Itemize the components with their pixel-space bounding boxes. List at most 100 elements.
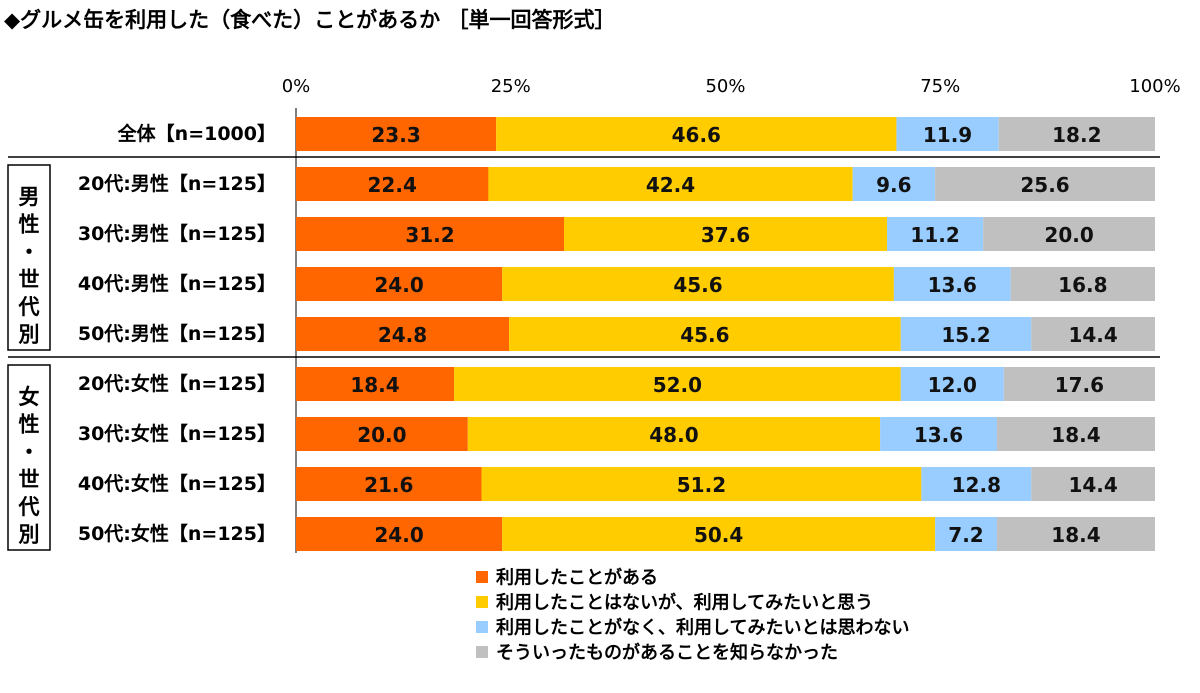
- category-label: 40代:女性【n=125】: [78, 472, 276, 495]
- group-box: [7, 164, 51, 351]
- x-tick-label: 75%: [920, 76, 960, 97]
- bar-segment: [1031, 317, 1155, 351]
- bar-segment: [502, 267, 894, 301]
- data-label: 13.6: [928, 273, 977, 297]
- group-label-char: 世: [19, 267, 40, 291]
- bar-segment: [983, 217, 1155, 251]
- bar-segment: [296, 167, 489, 201]
- data-label: 21.6: [364, 473, 413, 497]
- data-label: 14.4: [1068, 323, 1117, 347]
- data-label: 14.4: [1068, 473, 1117, 497]
- bar-segment: [1031, 467, 1155, 501]
- data-label: 50.4: [694, 523, 743, 547]
- data-label: 24.0: [374, 523, 423, 547]
- group-label-char: 代: [18, 295, 40, 319]
- data-label: 12.0: [928, 373, 977, 397]
- bar-segment: [502, 517, 936, 551]
- data-label: 25.6: [1020, 173, 1069, 197]
- x-tick-label: 25%: [491, 76, 531, 97]
- bar-segment: [296, 117, 497, 151]
- data-label: 18.4: [1051, 523, 1100, 547]
- category-label: 50代:女性【n=125】: [78, 522, 276, 545]
- bar-segment: [996, 517, 1155, 551]
- data-label: 17.6: [1055, 373, 1104, 397]
- bar-segment: [935, 517, 997, 551]
- category-label: 20代:女性【n=125】: [78, 372, 276, 395]
- data-label: 31.2: [405, 223, 454, 247]
- legend-label: そういったものがあることを知らなかった: [496, 642, 838, 664]
- data-label: 48.0: [649, 423, 698, 447]
- group-label-char: 性: [19, 212, 40, 236]
- data-label: 42.4: [646, 173, 695, 197]
- bar-segment: [296, 317, 510, 351]
- bar-segment: [296, 517, 503, 551]
- bar-segment: [900, 367, 1004, 401]
- bar-segment: [296, 367, 455, 401]
- data-label: 20.0: [357, 423, 406, 447]
- x-tick-label: 50%: [705, 76, 745, 97]
- data-label: 11.9: [923, 123, 972, 147]
- group-label-char: 世: [19, 467, 40, 491]
- bar-segment: [896, 117, 999, 151]
- legend-swatch: [476, 571, 488, 583]
- bar-segment: [496, 117, 897, 151]
- legend-swatch: [476, 646, 488, 658]
- data-label: 20.0: [1044, 223, 1093, 247]
- group-label-char: ・: [19, 240, 40, 264]
- bar-segment: [886, 217, 984, 251]
- group-label-char: 別: [19, 522, 40, 546]
- data-label: 9.6: [876, 173, 911, 197]
- data-label: 18.4: [1051, 423, 1100, 447]
- category-label: 40代:男性【n=125】: [78, 272, 276, 295]
- bar-segment: [296, 467, 482, 501]
- chart-title: ◆グルメ缶を利用した（食べた）ことがあるか ［単一回答形式］: [4, 8, 616, 32]
- group-label-char: 性: [19, 412, 40, 436]
- bar-segment: [481, 467, 922, 501]
- group-label-char: 別: [19, 322, 40, 346]
- data-label: 13.6: [914, 423, 963, 447]
- data-label: 24.0: [374, 273, 423, 297]
- bar-segment: [935, 167, 1155, 201]
- category-label: 50代:男性【n=125】: [78, 322, 276, 345]
- data-label: 51.2: [677, 473, 726, 497]
- bar-segment: [996, 417, 1155, 451]
- data-label: 18.4: [350, 373, 399, 397]
- bar-segment: [296, 267, 503, 301]
- category-label: 30代:女性【n=125】: [78, 422, 276, 445]
- bar-segment: [488, 167, 853, 201]
- bar-segment: [296, 217, 565, 251]
- legend-label: 利用したことはないが、利用してみたいと思う: [496, 592, 873, 614]
- category-label: 20代:男性【n=125】: [78, 172, 276, 195]
- bar-segment: [1010, 267, 1155, 301]
- group-box: [7, 364, 51, 551]
- category-label: 全体【n=1000】: [117, 122, 276, 145]
- bar-segment: [1003, 367, 1155, 401]
- bar-segment: [564, 217, 887, 251]
- data-label: 52.0: [653, 373, 702, 397]
- data-label: 23.3: [371, 123, 420, 147]
- data-label: 45.6: [680, 323, 729, 347]
- bar-segment: [998, 117, 1155, 151]
- bar-segment: [454, 367, 901, 401]
- category-label: 30代:男性【n=125】: [78, 222, 276, 245]
- x-tick-label: 0%: [282, 76, 311, 97]
- data-label: 37.6: [701, 223, 750, 247]
- group-label-char: 代: [18, 495, 40, 519]
- group-label-char: 女: [19, 385, 40, 409]
- bar-segment: [467, 417, 881, 451]
- bar-segment: [852, 167, 936, 201]
- data-label: 12.8: [952, 473, 1001, 497]
- data-label: 24.8: [378, 323, 427, 347]
- data-label: 22.4: [368, 173, 417, 197]
- bar-segment: [880, 417, 997, 451]
- legend-swatch: [476, 621, 488, 633]
- data-label: 7.2: [948, 523, 983, 547]
- legend-label: 利用したことがある: [496, 567, 658, 589]
- bar-segment: [296, 417, 468, 451]
- data-label: 16.8: [1058, 273, 1107, 297]
- group-label-char: 男: [19, 185, 40, 209]
- group-label-char: ・: [19, 440, 40, 464]
- data-label: 46.6: [672, 123, 721, 147]
- bar-segment: [900, 317, 1032, 351]
